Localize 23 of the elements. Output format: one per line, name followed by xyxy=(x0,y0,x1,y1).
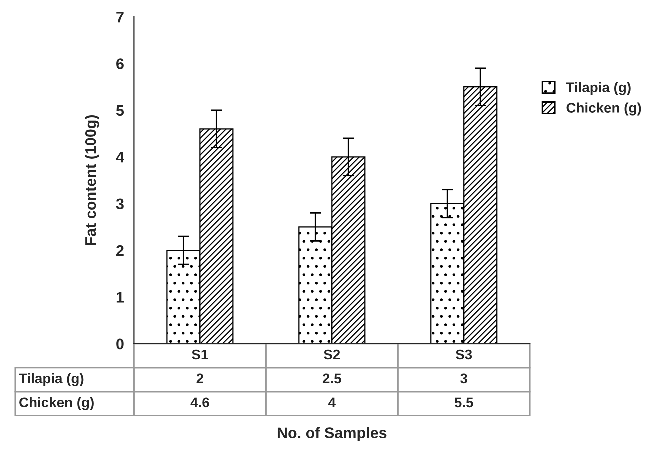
y-tick-label: 2 xyxy=(116,245,124,256)
y-tick-label: 3 xyxy=(116,198,124,210)
text: Chicken (g) xyxy=(20,397,94,410)
y-tick-label: 5 xyxy=(116,105,124,116)
y-tick-label: 1 xyxy=(116,292,124,303)
x-axis-title: No. of Samples xyxy=(278,427,387,442)
x-tick-label: S3 xyxy=(456,350,472,360)
y-tick-label: 4 xyxy=(116,152,124,163)
y-tick-label: 7 xyxy=(116,12,124,23)
data-label: 2.5 xyxy=(322,374,342,384)
x-tick-label: S2 xyxy=(324,350,340,360)
y-tick-label: 6 xyxy=(116,58,124,70)
data-label: 4 xyxy=(328,398,336,408)
data-label: 2 xyxy=(196,374,204,384)
text: Tilapia (g) xyxy=(19,373,84,386)
y-axis-title: Fat content (100g) xyxy=(85,115,100,246)
x-tick-label: S1 xyxy=(192,350,208,360)
data-label: 4.6 xyxy=(190,398,210,408)
legend-label: Tilapia (g) xyxy=(566,82,631,96)
data-label: 5.5 xyxy=(454,398,474,408)
data-label: 3 xyxy=(460,374,468,384)
legend-label: Chicken (g) xyxy=(566,102,642,116)
y-tick-label: 0 xyxy=(116,338,124,350)
